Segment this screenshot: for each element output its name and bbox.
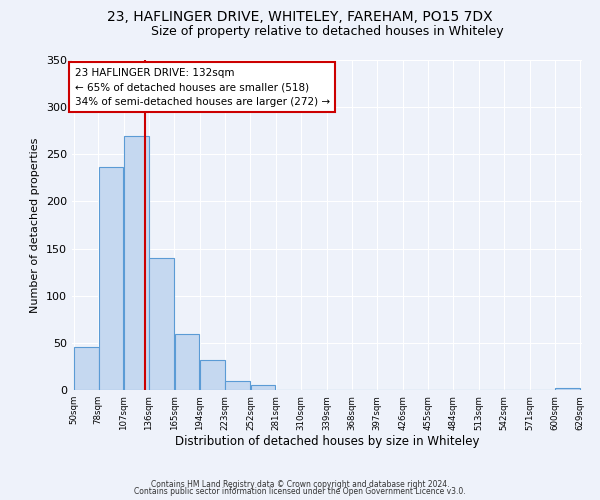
X-axis label: Distribution of detached houses by size in Whiteley: Distribution of detached houses by size …	[175, 436, 479, 448]
Text: 23 HAFLINGER DRIVE: 132sqm
← 65% of detached houses are smaller (518)
34% of sem: 23 HAFLINGER DRIVE: 132sqm ← 65% of deta…	[74, 68, 330, 107]
Y-axis label: Number of detached properties: Number of detached properties	[31, 138, 40, 312]
Bar	[149, 258, 174, 390]
Bar	[555, 388, 580, 390]
Text: Contains HM Land Registry data © Crown copyright and database right 2024.: Contains HM Land Registry data © Crown c…	[151, 480, 449, 489]
Bar	[124, 136, 149, 390]
Text: Contains public sector information licensed under the Open Government Licence v3: Contains public sector information licen…	[134, 487, 466, 496]
Bar	[175, 334, 199, 390]
Bar	[98, 168, 123, 390]
Bar	[226, 380, 250, 390]
Text: 23, HAFLINGER DRIVE, WHITELEY, FAREHAM, PO15 7DX: 23, HAFLINGER DRIVE, WHITELEY, FAREHAM, …	[107, 10, 493, 24]
Bar	[251, 386, 275, 390]
Title: Size of property relative to detached houses in Whiteley: Size of property relative to detached ho…	[151, 25, 503, 38]
Bar	[74, 346, 99, 390]
Bar	[200, 360, 225, 390]
